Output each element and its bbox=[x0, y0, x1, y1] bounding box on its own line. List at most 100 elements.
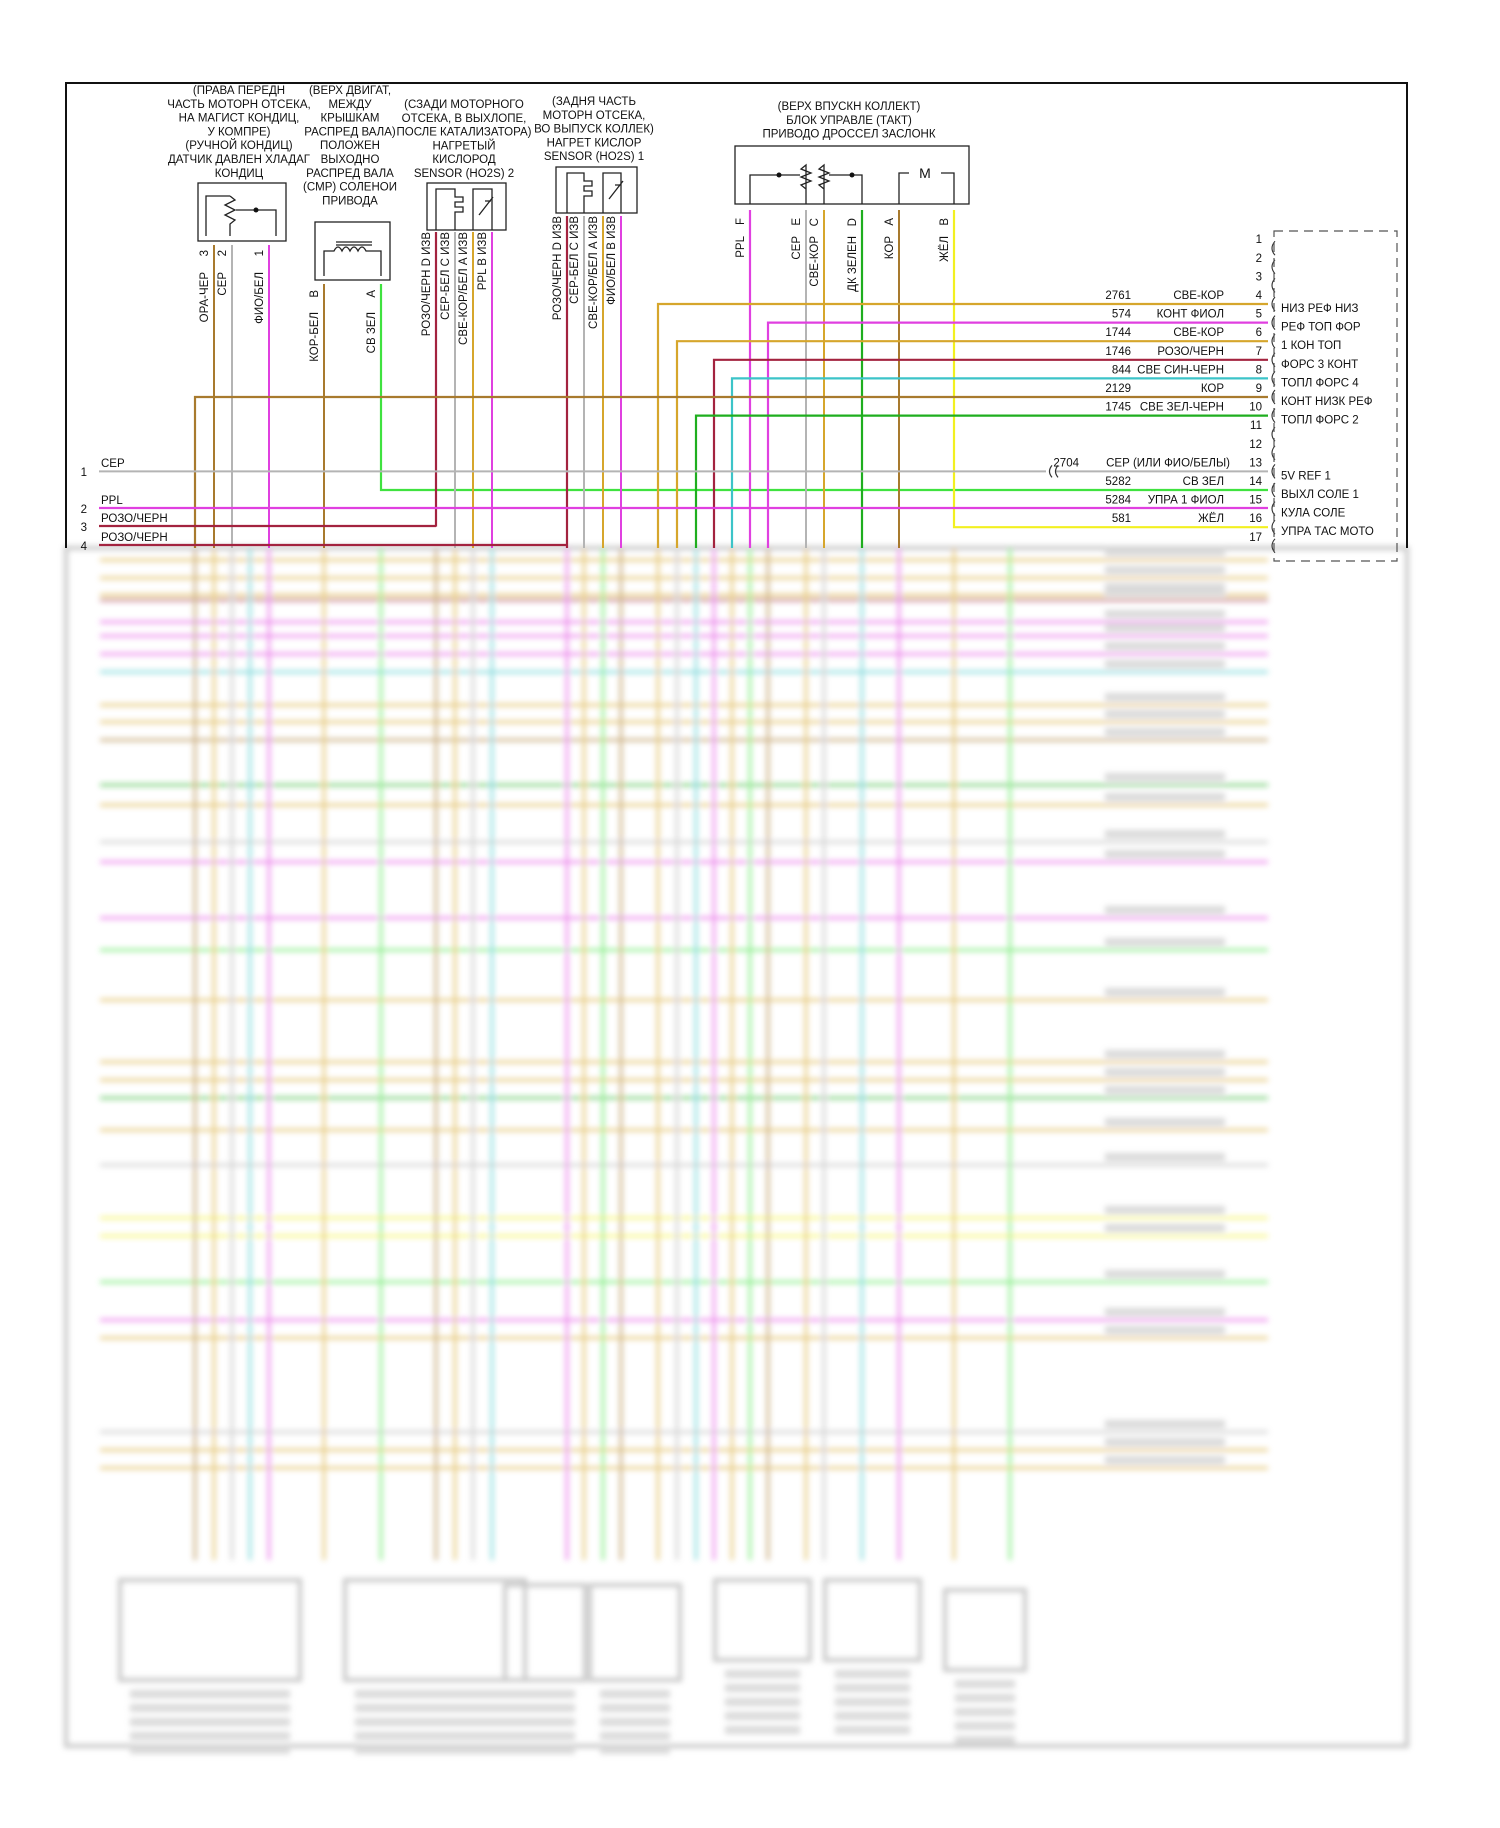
blurred-text bbox=[725, 1670, 800, 1678]
cmp-solenoid bbox=[314, 221, 391, 281]
cmp-solenoid-label: (ВЕРХ ДВИГАТ, bbox=[309, 85, 391, 97]
left-pin-number: 3 bbox=[81, 522, 87, 534]
blurred-text bbox=[1105, 1050, 1225, 1058]
ecm-pin-number: 2 bbox=[1256, 253, 1262, 265]
ecm-pin-number: 9 bbox=[1256, 383, 1262, 395]
pin-letter: 3 bbox=[199, 250, 211, 256]
wire-color: СВЕ СИН-ЧЕРН bbox=[1137, 364, 1224, 376]
wire-color-label: ДК ЗЕЛЕН bbox=[847, 236, 859, 292]
ho2s-1-label: (ЗАДНЯ ЧАСТЬ bbox=[552, 96, 636, 108]
ecm-pin-number: 16 bbox=[1249, 513, 1262, 525]
wire-ecm-4 bbox=[656, 302, 1268, 548]
connector-pin-icon bbox=[1271, 240, 1276, 256]
junction-dot bbox=[776, 172, 782, 178]
circuit-number: 574 bbox=[1112, 309, 1132, 321]
blurred-component bbox=[118, 1578, 302, 1682]
ho2s-2-label: SENSOR (HO2S) 2 bbox=[414, 168, 514, 180]
blurred-text bbox=[515, 1718, 575, 1726]
blurred-lower-diagram bbox=[64, 546, 1409, 1754]
blurred-text bbox=[515, 1690, 575, 1698]
wire-color-label: ФИО/БЕЛ bbox=[254, 272, 266, 324]
blurred-text bbox=[1105, 1270, 1225, 1278]
blurred-text bbox=[130, 1690, 290, 1698]
ecm-pin-number: 12 bbox=[1249, 439, 1262, 451]
throttle-actuator-label: (ВЕРХ ВПУСКН КОЛЛЕКТ) bbox=[778, 101, 921, 113]
ecm-pin-function: КУЛА СОЛЕ bbox=[1281, 508, 1346, 520]
blurred-text bbox=[1105, 988, 1225, 996]
blurred-text bbox=[1105, 728, 1225, 736]
blurred-text bbox=[355, 1718, 515, 1726]
cmp-solenoid-label: ПРИВОДА bbox=[322, 195, 378, 207]
ac-pressure-sensor-label: НА МАГИСТ КОНДИЦ, bbox=[179, 113, 300, 125]
ecm-pin-function: РЕФ ТОП ФОР bbox=[1281, 322, 1361, 334]
blurred-component bbox=[943, 1588, 1027, 1672]
ecm-pin-number: 5 bbox=[1256, 309, 1262, 321]
potentiometer-icon bbox=[205, 195, 277, 236]
blurred-text bbox=[1105, 588, 1225, 596]
cmp-solenoid-label: (CMP) СОЛЕНОИ bbox=[303, 182, 397, 194]
components bbox=[65, 82, 1408, 562]
wire-ecm-9 bbox=[193, 395, 1268, 548]
ecm-pin-function: ТОПЛ ФОРС 2 bbox=[1281, 415, 1359, 427]
blurred-text bbox=[835, 1684, 910, 1692]
circuit-number: 5284 bbox=[1105, 495, 1131, 507]
ecm-connector-outline bbox=[1273, 230, 1398, 562]
ecm-pin-number: 11 bbox=[1250, 420, 1262, 432]
blurred-text bbox=[1105, 710, 1225, 718]
motor-icon: M bbox=[919, 165, 931, 181]
left-wire-color: PPL bbox=[101, 495, 123, 507]
blurred-text bbox=[515, 1746, 575, 1754]
blurred-component bbox=[588, 1583, 682, 1682]
blurred-text bbox=[835, 1712, 910, 1720]
left-wire-color: СЕР bbox=[101, 458, 125, 470]
blurred-text bbox=[1105, 610, 1225, 618]
wire-color-label: СВЕ-КОР bbox=[809, 236, 821, 287]
junction-dot bbox=[253, 207, 259, 213]
pin-letter: D bbox=[847, 218, 859, 226]
heater-element-icon bbox=[566, 172, 624, 213]
wire-color-label: СЕР-БЕЛ C ИЗВ bbox=[440, 232, 452, 320]
wire-color: СВ ЗЕЛ bbox=[1183, 476, 1224, 488]
wires bbox=[99, 210, 1268, 548]
ho2s-2-label: (СЗАДИ МОТОРНОГО bbox=[404, 99, 524, 111]
connector-pin-icon bbox=[1271, 464, 1276, 479]
blurred-text bbox=[1105, 624, 1225, 632]
blurred-text bbox=[1105, 1068, 1225, 1076]
blurred-text bbox=[355, 1704, 515, 1712]
wire-color-label: ЖЁЛ bbox=[939, 236, 951, 262]
blurred-text bbox=[1105, 1308, 1225, 1316]
ecm-pin-number: 4 bbox=[1256, 290, 1263, 302]
ho2s-2-label: НАГРЕТЫЙ bbox=[432, 139, 495, 152]
solenoid-coil-icon bbox=[323, 241, 382, 276]
ecm-pin-function: КОНТ НИЗК РЕФ bbox=[1281, 396, 1373, 408]
wire-color-label: КОР-БЕЛ bbox=[309, 312, 321, 362]
blurred-text bbox=[955, 1680, 1015, 1688]
wire-color-label: КОР bbox=[884, 236, 896, 260]
blurred-text bbox=[955, 1694, 1015, 1702]
blurred-text bbox=[835, 1698, 910, 1706]
ecm-pin-number: 15 bbox=[1249, 495, 1262, 507]
blurred-text bbox=[600, 1690, 670, 1698]
blurred-text bbox=[515, 1704, 575, 1712]
blurred-text bbox=[835, 1670, 910, 1678]
wire-color-label: СВ ЗЕЛ bbox=[366, 312, 378, 353]
blurred-text bbox=[1105, 1086, 1225, 1094]
wire-color-label: PPL bbox=[735, 235, 747, 257]
blurred-text bbox=[1105, 830, 1225, 838]
blurred-text bbox=[1105, 1224, 1225, 1232]
wire-ecm-10 bbox=[694, 414, 1268, 548]
heater-element-icon bbox=[435, 188, 494, 230]
wire-tac-b bbox=[952, 210, 1268, 529]
cmp-solenoid-label: МЕЖДУ bbox=[328, 99, 372, 111]
pin-letter: B bbox=[309, 290, 321, 298]
circuit-number: 844 bbox=[1112, 364, 1132, 376]
wire-ecm-7 bbox=[712, 358, 1268, 548]
blurred-text bbox=[1105, 693, 1225, 701]
ecm-pin-number: 7 bbox=[1256, 346, 1262, 358]
left-pin-number: 4 bbox=[81, 541, 88, 553]
cmp-solenoid-label: КРЫШКАМ bbox=[320, 113, 379, 125]
wire-ecm-8 bbox=[730, 377, 1268, 548]
ecm-pin-function: 5V REF 1 bbox=[1281, 470, 1331, 482]
blurred-text bbox=[515, 1732, 575, 1740]
ho2s-1-label: МОТОРН ОТСЕКА, bbox=[543, 110, 646, 122]
